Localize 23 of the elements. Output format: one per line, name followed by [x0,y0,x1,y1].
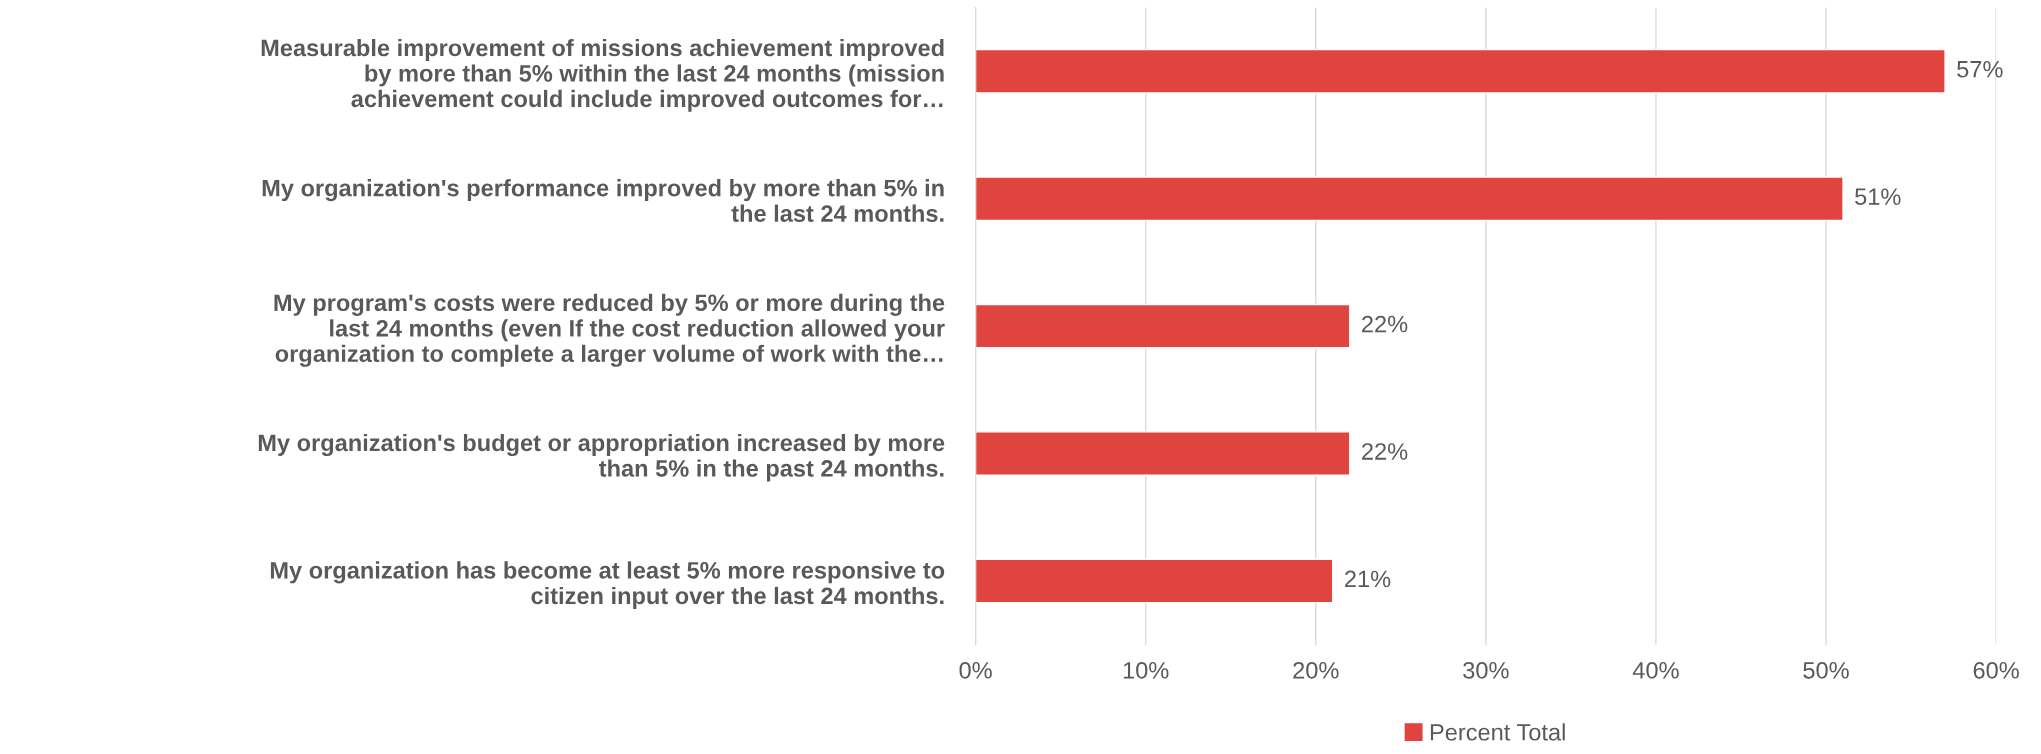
x-tick-label: 20% [1293,661,1339,679]
legend-label: Percent Total [1430,723,1565,741]
y-tick-label: My organization has become at least 5% more responsive to citizen input over the last 24 months. [270,561,945,609]
data-label: 57% [1957,60,2003,78]
bar [975,176,1844,222]
data-label: 22% [1362,315,1408,333]
x-tick-label: 60% [1973,661,2019,679]
bar [975,48,1946,94]
data-label: 51% [1855,188,1901,206]
x-tick-label: 40% [1632,661,1679,679]
bar [975,431,1351,476]
bar [975,303,1351,349]
x-tick-label: 30% [1463,661,1509,679]
bar [975,558,1334,604]
y-tick-label: My organization's budget or appropriation increased by more than 5% in the past 24 months. [258,433,945,482]
x-tick-label: 50% [1803,661,1849,679]
data-label: 21% [1345,570,1391,588]
y-tick-label: Measurable improvement of missions achievement improved by more than 5% within the last 24 months (mission achievement could include improved outcomes for… [261,38,944,112]
y-tick-label: My program's costs were reduced by 5% or more during the last 24 months (even If the cost reduction allowed your organization to complete a larger volume of work with the… [274,293,945,367]
data-label: 22% [1362,443,1408,460]
y-tick-label: My organization's performance improved by more than 5% in the last 24 months. [262,179,944,222]
x-tick-label: 10% [1123,661,1169,679]
x-tick-label: 0% [959,661,992,679]
